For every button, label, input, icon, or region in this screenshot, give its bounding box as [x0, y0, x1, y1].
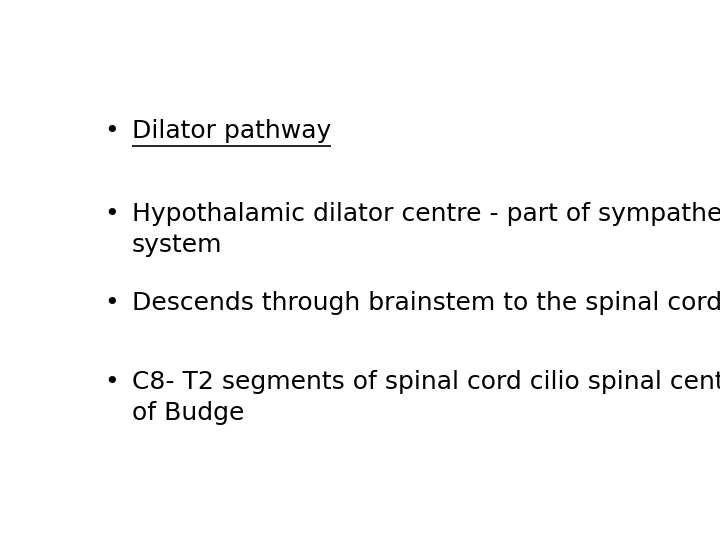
Text: •: •	[104, 292, 119, 315]
Text: •: •	[104, 370, 119, 394]
Text: •: •	[104, 119, 119, 143]
Text: C8- T2 segments of spinal cord cilio spinal centre
of Budge: C8- T2 segments of spinal cord cilio spi…	[132, 370, 720, 425]
Text: Dilator pathway: Dilator pathway	[132, 119, 331, 143]
Text: •: •	[104, 202, 119, 226]
Text: Hypothalamic dilator centre - part of sympathetic
system: Hypothalamic dilator centre - part of sy…	[132, 202, 720, 256]
Text: Descends through brainstem to the spinal cord: Descends through brainstem to the spinal…	[132, 292, 720, 315]
